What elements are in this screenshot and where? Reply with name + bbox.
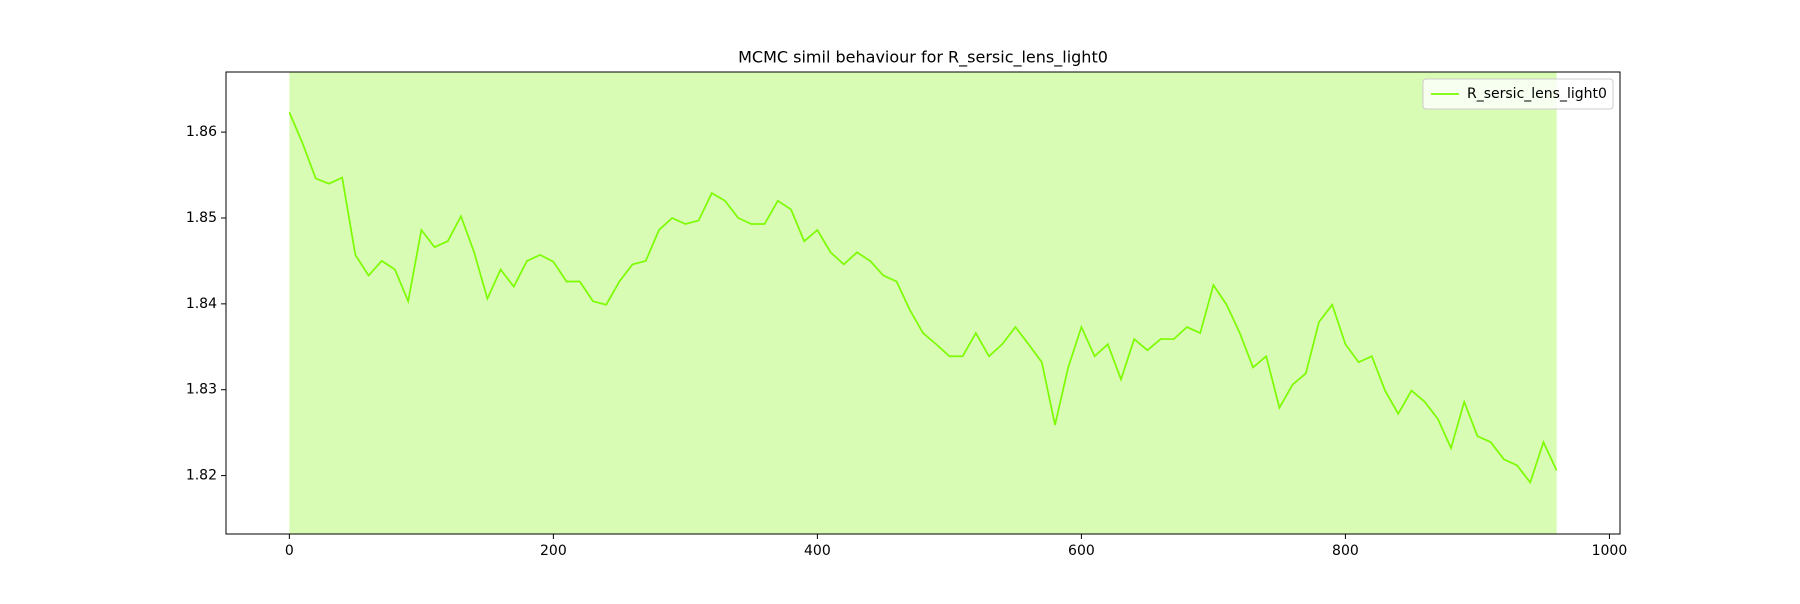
chart-title: MCMC simil behaviour for R_sersic_lens_l… [738, 48, 1108, 68]
x-tick-label: 800 [1332, 543, 1359, 559]
x-tick-label: 400 [804, 543, 831, 559]
y-tick-label: 1.86 [186, 124, 217, 140]
x-tick-label: 200 [540, 543, 567, 559]
shaded-span [289, 72, 1557, 534]
y-tick-label: 1.85 [186, 210, 217, 226]
legend-label: R_sersic_lens_light0 [1467, 86, 1607, 102]
x-tick-label: 0 [285, 543, 294, 559]
x-tick-label: 1000 [1592, 543, 1628, 559]
legend-box [1422, 78, 1614, 110]
legend: R_sersic_lens_light0 [1422, 78, 1614, 110]
y-tick-label: 1.84 [186, 296, 217, 312]
plot-frame [225, 71, 1621, 535]
y-tick-label: 1.82 [186, 468, 217, 484]
data-line [288, 112, 1558, 485]
x-tick-label: 600 [1068, 543, 1095, 559]
y-tick-label: 1.83 [186, 382, 217, 398]
